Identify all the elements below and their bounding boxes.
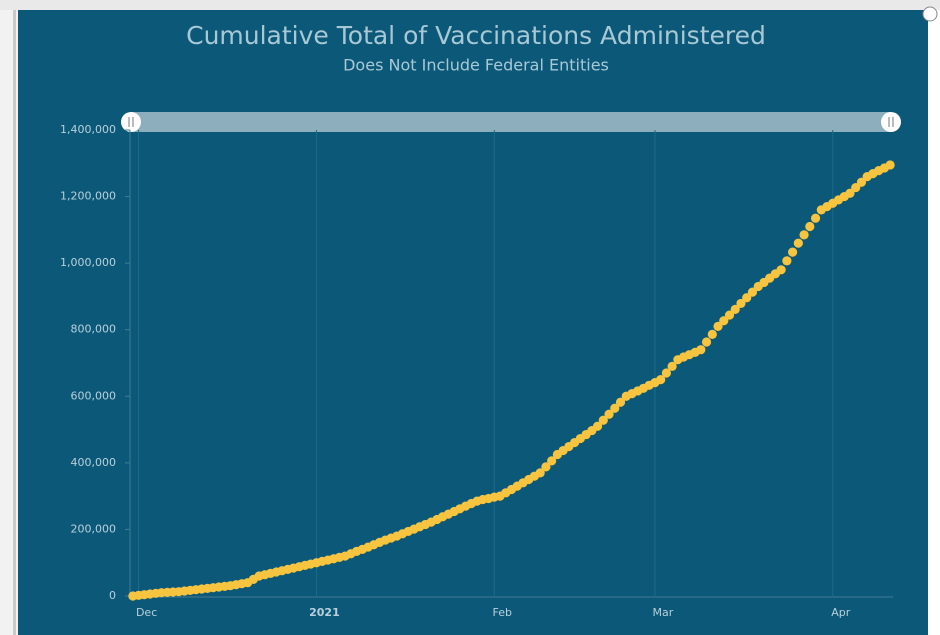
data-point bbox=[799, 230, 809, 240]
x-tick-label: Feb bbox=[493, 606, 512, 619]
data-point bbox=[730, 304, 740, 315]
y-tick-label: 800,000 bbox=[71, 323, 117, 336]
y-tick-label: 400,000 bbox=[71, 456, 117, 469]
chart-subtitle: Does Not Include Federal Entities bbox=[343, 56, 609, 75]
data-point bbox=[598, 415, 608, 425]
data-point bbox=[701, 337, 712, 347]
data-point bbox=[788, 247, 798, 257]
x-tick-label: Mar bbox=[653, 606, 674, 619]
data-point bbox=[747, 287, 758, 297]
data-point bbox=[615, 397, 626, 407]
data-point bbox=[793, 238, 803, 248]
data-point bbox=[667, 361, 677, 371]
handle-grip bbox=[128, 117, 134, 127]
data-point bbox=[885, 160, 895, 170]
y-tick-label: 1,000,000 bbox=[60, 256, 116, 269]
y-tick-label: 200,000 bbox=[71, 522, 117, 535]
data-point bbox=[810, 213, 821, 223]
data-point bbox=[535, 468, 545, 478]
data-point bbox=[736, 298, 746, 309]
y-tick-label: 600,000 bbox=[71, 389, 117, 402]
data-point bbox=[782, 256, 792, 266]
data-point bbox=[719, 316, 729, 326]
data-point bbox=[805, 221, 815, 232]
data-point bbox=[592, 421, 603, 431]
data-point bbox=[845, 188, 855, 198]
close-button[interactable] bbox=[922, 6, 938, 22]
data-point bbox=[541, 462, 551, 472]
data-point bbox=[547, 456, 557, 466]
data-point bbox=[604, 409, 614, 419]
chart-title: Cumulative Total of Vaccinations Adminis… bbox=[186, 21, 766, 50]
data-point bbox=[724, 310, 735, 320]
handle-grip bbox=[888, 117, 894, 127]
data-point bbox=[707, 329, 717, 339]
panel bbox=[18, 10, 928, 635]
slider-handle[interactable] bbox=[121, 112, 141, 132]
data-point bbox=[776, 265, 786, 275]
x-tick-label: 2021 bbox=[309, 606, 340, 619]
top-strip bbox=[0, 0, 940, 10]
x-tick-label: Apr bbox=[831, 606, 851, 619]
left-border bbox=[13, 10, 16, 635]
range-slider[interactable] bbox=[131, 112, 891, 132]
data-point bbox=[661, 368, 671, 378]
y-tick-label: 1,400,000 bbox=[60, 123, 116, 136]
data-point bbox=[610, 403, 620, 413]
y-tick-label: 0 bbox=[109, 589, 116, 602]
data-point bbox=[742, 293, 752, 303]
x-tick-label: Dec bbox=[136, 606, 157, 619]
data-point bbox=[696, 345, 706, 355]
y-tick-label: 1,200,000 bbox=[60, 190, 116, 203]
data-point bbox=[856, 177, 867, 187]
data-point bbox=[713, 321, 723, 331]
data-point bbox=[656, 375, 666, 385]
slider-handle[interactable] bbox=[881, 112, 901, 132]
